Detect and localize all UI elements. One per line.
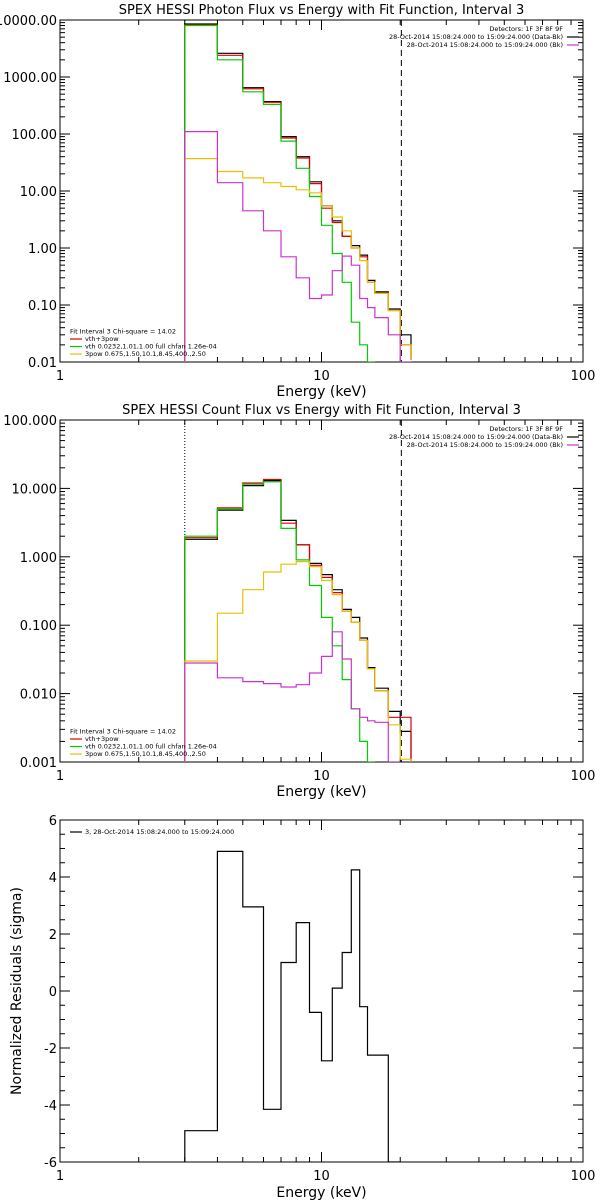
series-group [184,850,401,1162]
series-line-vth [184,481,375,762]
x-tick-label: 1 [56,369,64,384]
legend-entry: vth+3pow [85,335,119,343]
legend-entry: vth+3pow [85,735,119,743]
y-tick-label: 1.000 [20,551,57,566]
x-axis-label: Energy (keV) [276,384,366,400]
info-line: 28-Oct-2014 15:08:24.000 to 15:09:24.000… [407,441,563,449]
x-tick-label: 100 [571,369,596,384]
legend-entry: vth 0.0232,1.01,1.00 full chfan 1.26e-04 [85,743,217,751]
legend-entry: vth 0.0232,1.01,1.00 full chfan 1.26e-04 [85,343,217,351]
legend-title: Fit Interval 3 Chi-square = 14.02 [70,328,176,336]
y-tick-label: 0.010 [20,688,57,703]
x-tick-label: 100 [571,769,596,784]
y-tick-label: 0 [49,985,57,1000]
series-line-vth-3pow [184,478,412,762]
y-axis-label: Normalized Residuals (sigma) [9,887,25,1095]
series-line-series-0 [184,850,401,1162]
info-line: 28-Oct-2014 15:08:24.000 to 15:09:24.000… [407,41,563,49]
y-tick-label: 0.001 [20,756,57,771]
x-tick-label: 100 [571,1169,596,1184]
legend-entry: 3pow 0.675,1.50,10.1,8.45,400.,2.50 [85,350,206,358]
y-tick-label: 4 [49,871,57,886]
series-line-data [184,23,412,362]
chart-title: SPEX HESSI Count Flux vs Energy with Fit… [122,403,521,418]
series-line-3pow [184,158,412,362]
x-axis-label: Energy (keV) [276,1185,366,1200]
plot-frame [59,819,584,1163]
legend-entry: 3pow 0.675,1.50,10.1,8.45,400.,2.50 [85,750,206,758]
y-tick-label: 6 [49,814,57,829]
x-tick-label: 1 [56,1169,64,1184]
chart-panel-1: SPEX HESSI Photon Flux vs Energy with Fi… [0,3,595,400]
y-tick-label: 0.100 [20,619,57,634]
y-tick-label: 1.00 [28,242,57,257]
y-tick-label: -6 [44,1156,57,1171]
y-tick-label: 2 [49,928,57,943]
series-line-3pow [184,561,412,762]
x-tick-label: 10 [313,1169,330,1184]
legend-title: Fit Interval 3 Chi-square = 14.02 [70,728,176,736]
x-tick-label: 10 [313,769,330,784]
series-line-bk [184,131,411,362]
series-line-vth [184,24,375,362]
info-line: Detectors: 1F 3F 8F 9F [489,425,563,433]
chart-panel-3: 1 10 100 -6 -4 -2 0 2 4 6 Energy (keV) Normalized R… [9,814,595,1200]
y-tick-label: 100.000 [3,414,57,429]
series-line-bk [184,631,401,762]
info-line: 28-Oct-2014 15:08:24.000 to 15:09:24.000… [389,433,563,441]
y-tick-label: 10.00 [20,185,57,200]
series-line-vth-3pow [184,24,412,362]
x-axis-label: Energy (keV) [276,784,366,800]
chart-panel-2: SPEX HESSI Count Flux vs Energy with Fit… [3,403,595,800]
y-tick-label: 0.01 [28,356,57,371]
info-line: Detectors: 1F 3F 8F 9F [489,25,563,33]
series-group [184,23,412,362]
y-tick-label: 100.00 [12,128,58,143]
legend-entry: 3, 28-Oct-2014 15:08:24.000 to 15:09:24.… [85,828,234,836]
info-line: 28-Oct-2014 15:08:24.000 to 15:09:24.000… [389,33,563,41]
series-line-data [184,480,412,762]
series-group [184,478,412,762]
y-tick-label: 0.10 [28,299,57,314]
y-tick-label: 10.000 [12,482,58,497]
y-tick-label: -2 [44,1042,57,1057]
x-tick-label: 1 [56,769,64,784]
chart-title: SPEX HESSI Photon Flux vs Energy with Fi… [119,3,525,18]
y-tick-label: -4 [44,1099,57,1114]
y-tick-label: 1000.00 [3,71,57,86]
y-tick-label: 10000.00 [0,14,57,29]
x-tick-label: 10 [313,369,330,384]
